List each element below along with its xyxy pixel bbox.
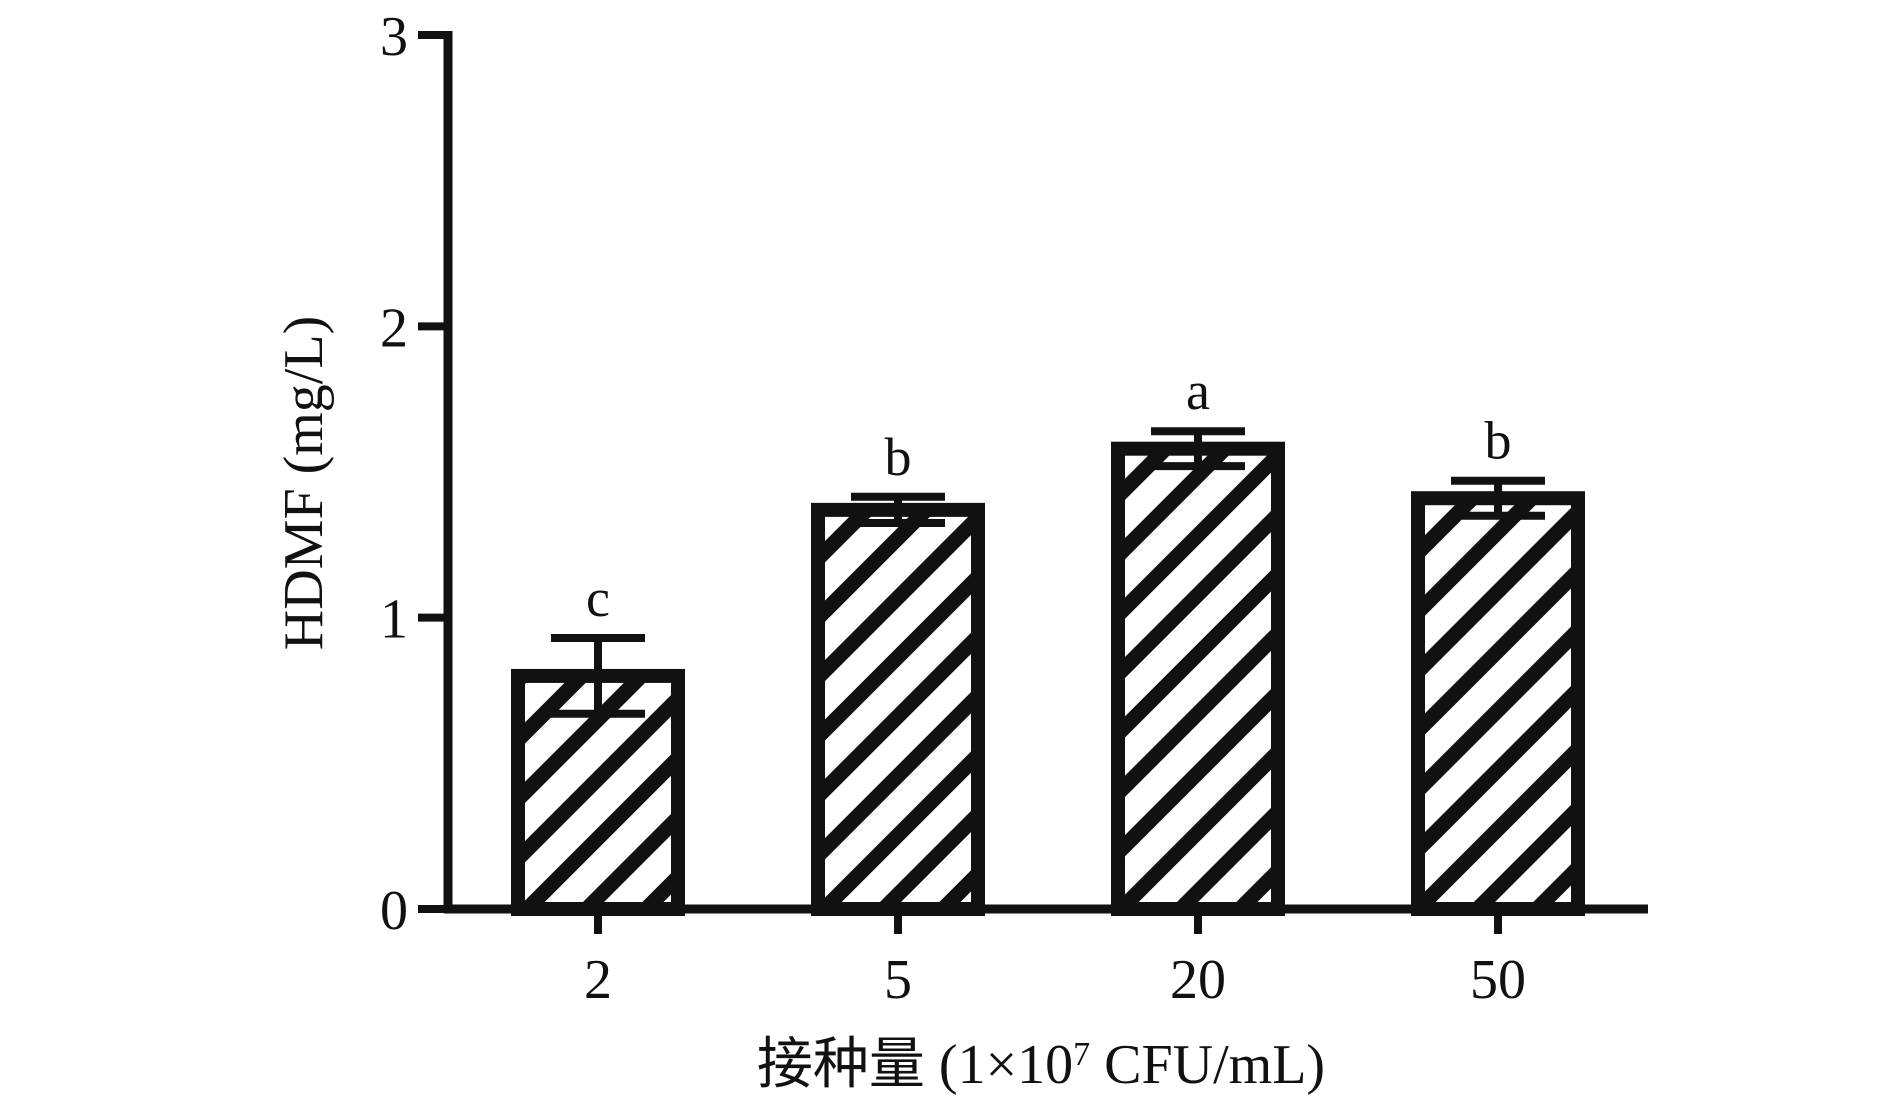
y-tick-label: 1 [380, 589, 408, 651]
y-tick-label: 0 [380, 880, 408, 942]
significance-label: c [586, 568, 610, 628]
significance-label: a [1186, 361, 1210, 421]
y-tick-label: 3 [380, 6, 408, 68]
y-axis-label: HDMF (mg/L) [273, 316, 335, 650]
axes-layer [418, 31, 1648, 934]
x-tick-label: 5 [884, 949, 912, 1011]
bars-layer [511, 427, 1585, 917]
y-tick-label: 2 [380, 297, 408, 359]
significance-label: b [885, 427, 912, 487]
x-tick-label: 2 [584, 949, 612, 1011]
x-axis-label: 接种量 (1×107 CFU/mL) [757, 1034, 1325, 1096]
bar [811, 502, 985, 916]
x-tick-label: 20 [1170, 949, 1226, 1011]
bar [1111, 441, 1285, 916]
bar [1411, 491, 1585, 916]
x-tick-label: 50 [1470, 949, 1526, 1011]
significance-label: b [1485, 411, 1512, 471]
labels-layer: c 2 b 5 a 20 b 50 0 1 2 3 [380, 6, 1526, 1011]
